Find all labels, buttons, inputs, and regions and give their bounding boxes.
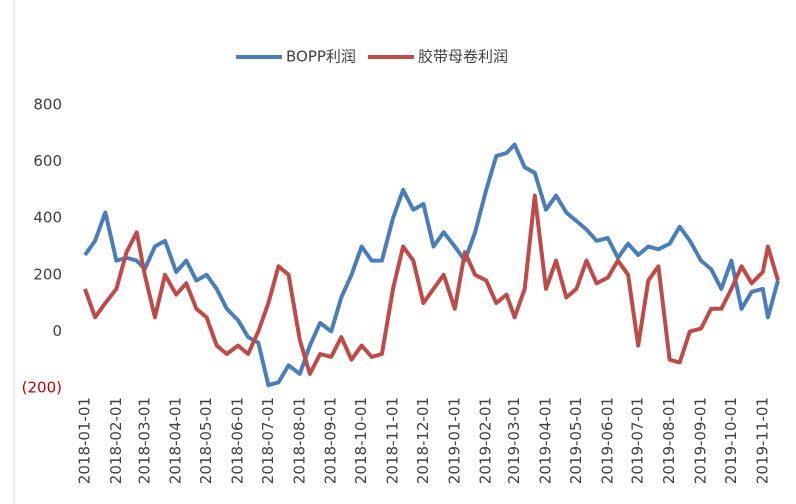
x-tick-label: 2019-05-01 bbox=[567, 397, 585, 484]
series-line bbox=[83, 142, 780, 388]
x-tick-label: 2018-09-01 bbox=[322, 397, 340, 484]
x-tick-label: 2018-12-01 bbox=[414, 397, 432, 484]
x-tick-label: 2019-09-01 bbox=[692, 397, 710, 484]
x-tick-label: 2019-04-01 bbox=[536, 397, 554, 484]
x-tick-label: 2019-10-01 bbox=[722, 397, 740, 484]
x-tick-label: 2019-03-01 bbox=[505, 397, 523, 484]
y-tick-label: 800 bbox=[33, 96, 62, 114]
x-tick-label: 2018-02-01 bbox=[107, 397, 125, 484]
x-tick-label: 2019-01-01 bbox=[445, 397, 463, 484]
x-tick-label: 2018-01-01 bbox=[76, 397, 94, 484]
x-tick-label: 2018-10-01 bbox=[352, 397, 370, 484]
y-tick-label: (200) bbox=[22, 379, 62, 397]
x-tick-label: 2018-11-01 bbox=[384, 397, 402, 484]
x-tick-label: 2019-11-01 bbox=[753, 397, 771, 484]
legend-label: 胶带母卷利润 bbox=[418, 48, 508, 66]
x-tick-label: 2019-07-01 bbox=[629, 397, 647, 484]
x-tick-label: 2018-07-01 bbox=[259, 397, 277, 484]
y-tick-label: 600 bbox=[33, 152, 62, 170]
x-tick-label: 2019-06-01 bbox=[598, 397, 616, 484]
y-tick-label: 200 bbox=[33, 265, 62, 283]
x-tick-label: 2018-05-01 bbox=[197, 397, 215, 484]
x-tick-label: 2019-08-01 bbox=[660, 397, 678, 484]
legend-label: BOPP利润 bbox=[286, 48, 356, 66]
x-tick-label: 2018-08-01 bbox=[290, 397, 308, 484]
x-tick-label: 2018-03-01 bbox=[135, 397, 153, 484]
x-tick-label: 2018-04-01 bbox=[167, 397, 185, 484]
y-tick-label: 400 bbox=[33, 209, 62, 227]
series-line bbox=[83, 193, 780, 376]
x-tick-label: 2018-06-01 bbox=[228, 397, 246, 484]
y-tick-label: 0 bbox=[52, 322, 62, 340]
x-tick-label: 2019-02-01 bbox=[477, 397, 495, 484]
